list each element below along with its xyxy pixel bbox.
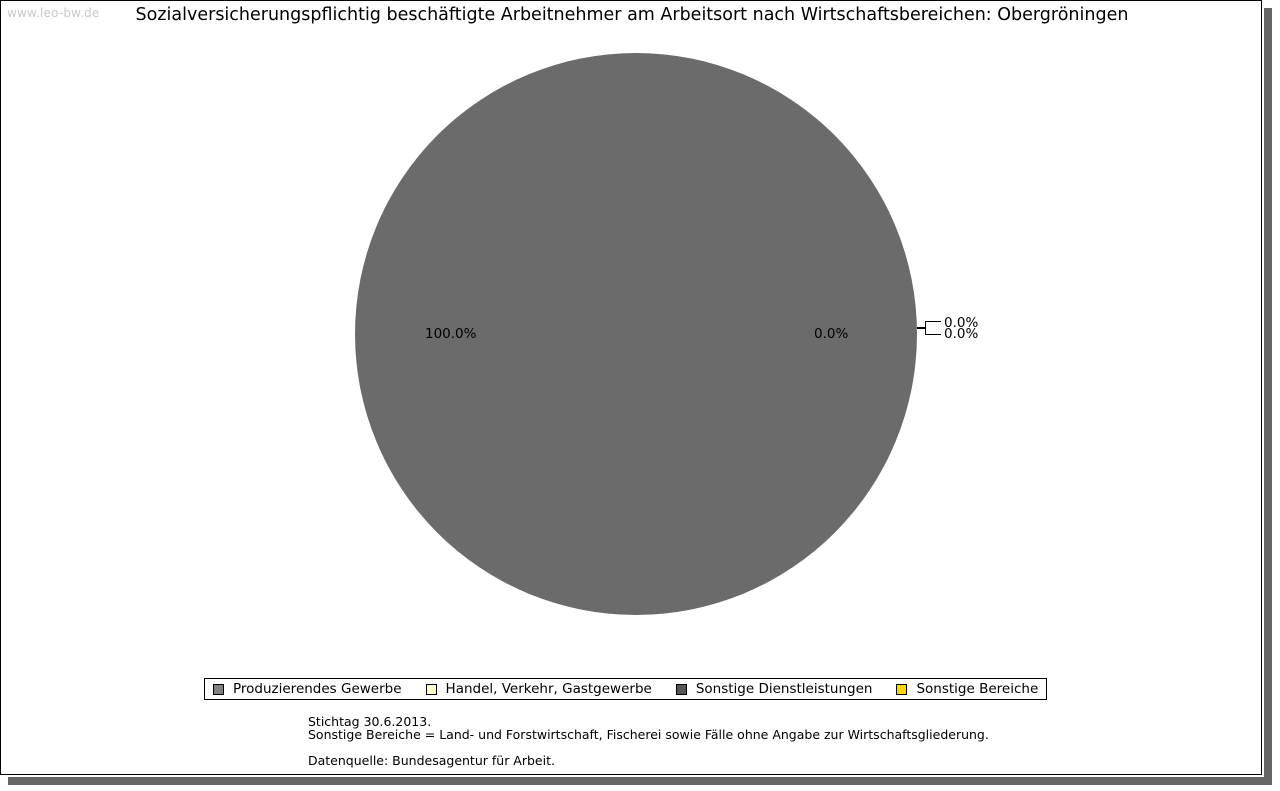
chart-frame: www.leo-bw.de Sozialversicherungspflicht… <box>0 0 1262 775</box>
pie-chart-area: 100.0% 0.0% 0.0% 0.0% <box>1 1 1261 774</box>
legend-label-produzierendes-gewerbe: Produzierendes Gewerbe <box>233 681 402 697</box>
chart-title: Sozialversicherungspflichtig beschäftigt… <box>135 5 1129 25</box>
frame-drop-shadow-right <box>1264 8 1272 783</box>
frame-drop-shadow-bottom <box>8 777 1272 785</box>
legend-item-handel-verkehr-gastgewerbe[interactable]: Handel, Verkehr, Gastgewerbe <box>425 681 652 697</box>
legend-swatch-icon-produzierendes-gewerbe <box>213 683 224 695</box>
pie-leader-line-bracket <box>925 321 941 335</box>
legend-item-sonstige-dienstleistungen[interactable]: Sonstige Dienstleistungen <box>675 681 873 697</box>
watermark-text: www.leo-bw.de <box>7 6 100 20</box>
pie-slice-label-produzierendes-gewerbe: 100.0% <box>425 326 477 342</box>
legend-item-produzierendes-gewerbe[interactable]: Produzierendes Gewerbe <box>213 681 402 697</box>
legend-swatch-icon-sonstige-dienstleistungen <box>675 683 687 695</box>
footnote-sonstige-bereiche-definition: Sonstige Bereiche = Land- und Forstwirts… <box>308 727 989 742</box>
footnote-stichtag: Stichtag 30.6.2013. <box>308 714 432 729</box>
legend-label-sonstige-dienstleistungen: Sonstige Dienstleistungen <box>695 681 873 697</box>
legend-item-sonstige-bereiche[interactable]: Sonstige Bereiche <box>896 681 1038 697</box>
legend-label-handel-verkehr-gastgewerbe: Handel, Verkehr, Gastgewerbe <box>445 681 652 697</box>
legend-swatch-icon-handel-verkehr-gastgewerbe <box>425 683 437 695</box>
legend-label-sonstige-bereiche: Sonstige Bereiche <box>916 681 1039 697</box>
pie-leader-line-stub <box>917 327 926 329</box>
pie-slice-label-sonstige-dienstleistungen: 0.0% <box>944 315 979 331</box>
pie-slice-label-handel-verkehr-gastgewerbe: 0.0% <box>814 326 849 342</box>
pie-slice-label-sonstige-bereiche: 0.0% <box>944 326 979 342</box>
footnote-datenquelle: Datenquelle: Bundesagentur für Arbeit. <box>308 753 555 768</box>
chart-legend: Produzierendes Gewerbe Handel, Verkehr, … <box>204 678 1048 700</box>
legend-swatch-icon-sonstige-bereiche <box>896 683 908 695</box>
pie-slice-produzierendes-gewerbe[interactable] <box>355 53 917 615</box>
